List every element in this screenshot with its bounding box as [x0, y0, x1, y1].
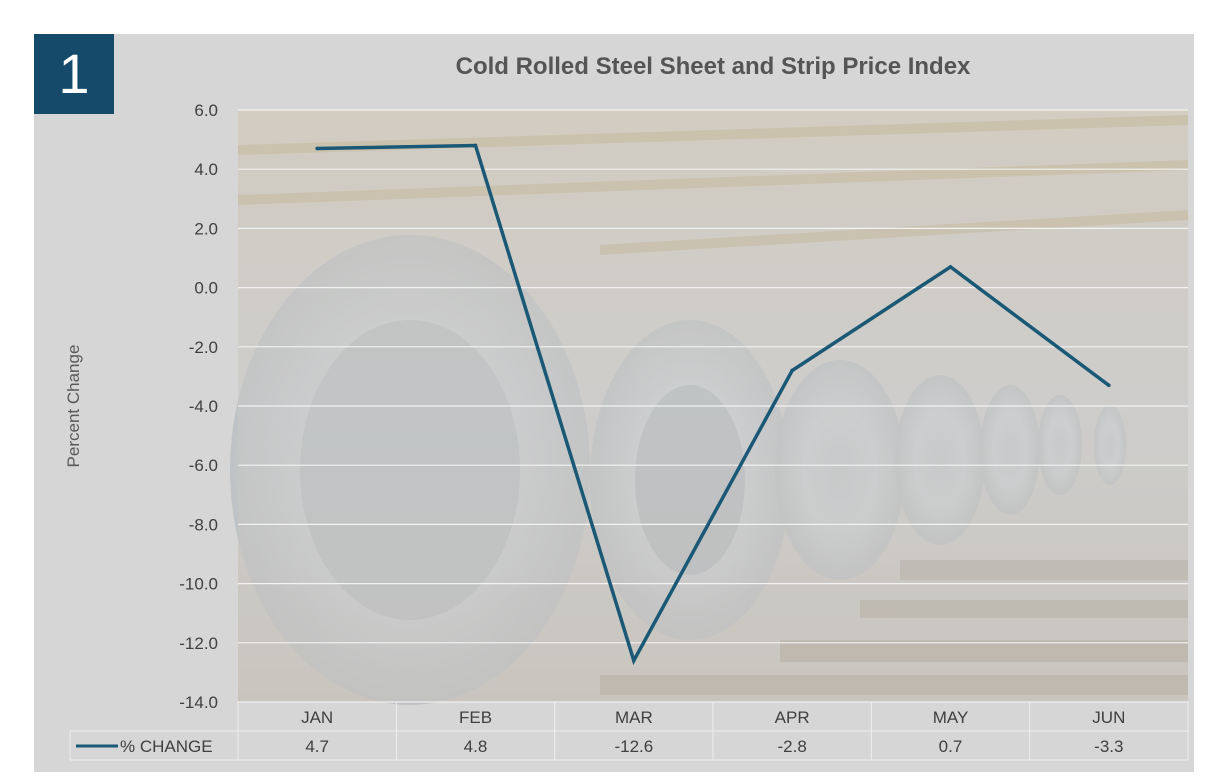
- data-point: [315, 146, 319, 151]
- legend-label: % CHANGE: [120, 737, 213, 756]
- series-line: [317, 143, 1110, 666]
- x-tick-label: JUN: [1092, 708, 1125, 727]
- chart-title: Cold Rolled Steel Sheet and Strip Price …: [455, 53, 971, 80]
- figure-number-badge: 1: [34, 34, 114, 114]
- data-table-value: -2.8: [778, 737, 807, 756]
- y-tick-label: 0.0: [194, 279, 218, 298]
- y-tick-label: 6.0: [194, 101, 218, 120]
- data-point: [473, 143, 478, 148]
- data-table-value: -12.6: [614, 737, 653, 756]
- background-photo: [230, 110, 1189, 705]
- data-table-value: 4.7: [305, 737, 329, 756]
- y-tick-label: 4.0: [194, 160, 218, 179]
- x-tick-label: FEB: [459, 708, 492, 727]
- y-tick-label: -14.0: [179, 693, 218, 712]
- y-tick-label: -12.0: [179, 634, 218, 653]
- y-tick-label: -4.0: [189, 397, 218, 416]
- data-point: [948, 265, 953, 269]
- data-point: [790, 368, 794, 373]
- data-table-value: -3.3: [1094, 737, 1123, 756]
- y-tick-label: -2.0: [189, 338, 218, 357]
- data-table: JAN FEB MAR APR MAY JUN 4.7 4.8 -12.6 -2.8 0.7 -3.3…: [69, 701, 1189, 761]
- y-tick-label: 2.0: [194, 219, 218, 238]
- x-tick-label: MAY: [933, 708, 969, 727]
- x-tick-label: MAR: [615, 708, 653, 727]
- x-tick-label: JAN: [301, 708, 333, 727]
- data-point: [632, 658, 636, 663]
- y-axis-ticks: 6.0 4.0 2.0 0.0 -2.0 -4.0 -6.0 -8.0 -10.0 -12.0 -1…: [179, 101, 218, 712]
- x-tick-label: APR: [775, 708, 810, 727]
- series-line-group: [315, 143, 1111, 666]
- data-table-value: 0.7: [939, 737, 963, 756]
- data-point: [1107, 383, 1111, 388]
- y-tick-label: -8.0: [189, 515, 218, 534]
- y-tick-label: -6.0: [189, 456, 218, 475]
- y-tick-label: -10.0: [179, 575, 218, 594]
- data-table-value: 4.8: [464, 737, 488, 756]
